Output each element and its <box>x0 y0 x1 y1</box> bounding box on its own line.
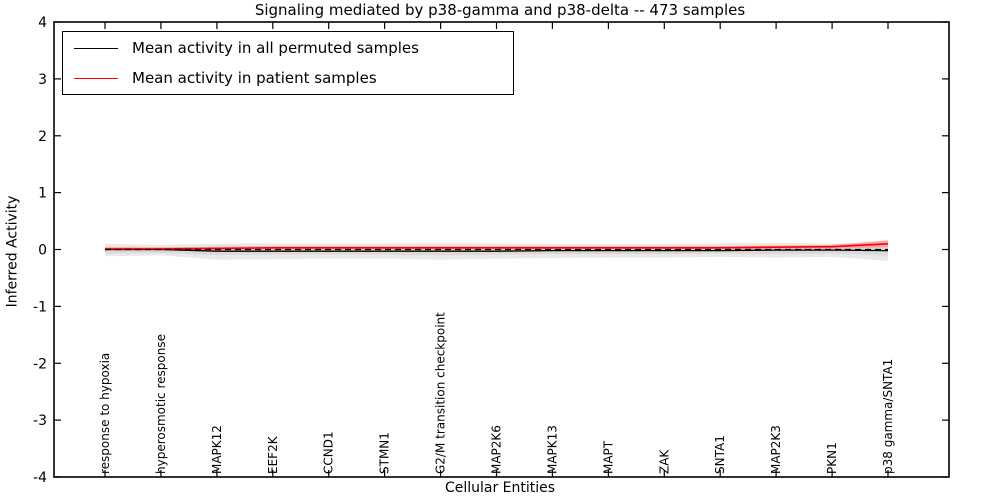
x-axis-label: Cellular Entities <box>444 480 556 496</box>
legend-entry-patient: Mean activity in patient samples <box>63 64 513 92</box>
y-axis-label: Inferred Activity <box>4 195 21 308</box>
permuted-mean-line <box>105 248 889 252</box>
x-tick-label: p38 gamma/SNTA1 <box>881 359 895 474</box>
x-tick-label: CCND1 <box>322 431 336 474</box>
x-tick-label: ZAK <box>657 449 671 474</box>
patient-mean-line <box>105 243 889 250</box>
y-tick-label: -1 <box>33 299 47 315</box>
y-tick-label: 0 <box>38 243 47 259</box>
x-tick-label: hyperosmotic response <box>154 334 168 474</box>
legend-entry-permuted: Mean activity in all permuted samples <box>63 34 513 62</box>
x-tick-label: STMN1 <box>378 432 392 474</box>
x-tick-label: MAPK12 <box>210 425 224 474</box>
legend-label-permuted: Mean activity in all permuted samples <box>132 38 419 57</box>
x-tick-label: MAP2K3 <box>769 425 783 474</box>
x-tick-label: response to hypoxia <box>98 353 112 474</box>
legend: Mean activity in all permuted samples Me… <box>62 31 514 95</box>
legend-label-patient: Mean activity in patient samples <box>132 68 377 87</box>
y-tick-label: -2 <box>33 356 47 372</box>
x-tick-label: EEF2K <box>266 435 280 474</box>
x-tick-label: MAPT <box>601 440 615 474</box>
patient-line-sample-icon <box>74 77 118 79</box>
y-tick-label: 1 <box>38 186 47 202</box>
y-tick-label: -3 <box>33 413 47 429</box>
x-tick-label: SNTA1 <box>713 435 727 474</box>
y-tick-label: -4 <box>33 470 47 486</box>
permuted-line-sample-icon <box>74 47 118 49</box>
y-tick-label: 3 <box>38 72 47 88</box>
x-tick-label: G2/M transition checkpoint <box>434 312 448 474</box>
x-tick-label: MAPK13 <box>545 425 559 474</box>
y-tick-label: 2 <box>38 129 47 145</box>
chart-title: Signaling mediated by p38-gamma and p38-… <box>254 1 746 19</box>
x-tick-label: MAP2K6 <box>490 425 504 474</box>
y-tick-label: 4 <box>38 15 47 31</box>
x-tick-label: PKN1 <box>825 442 839 474</box>
